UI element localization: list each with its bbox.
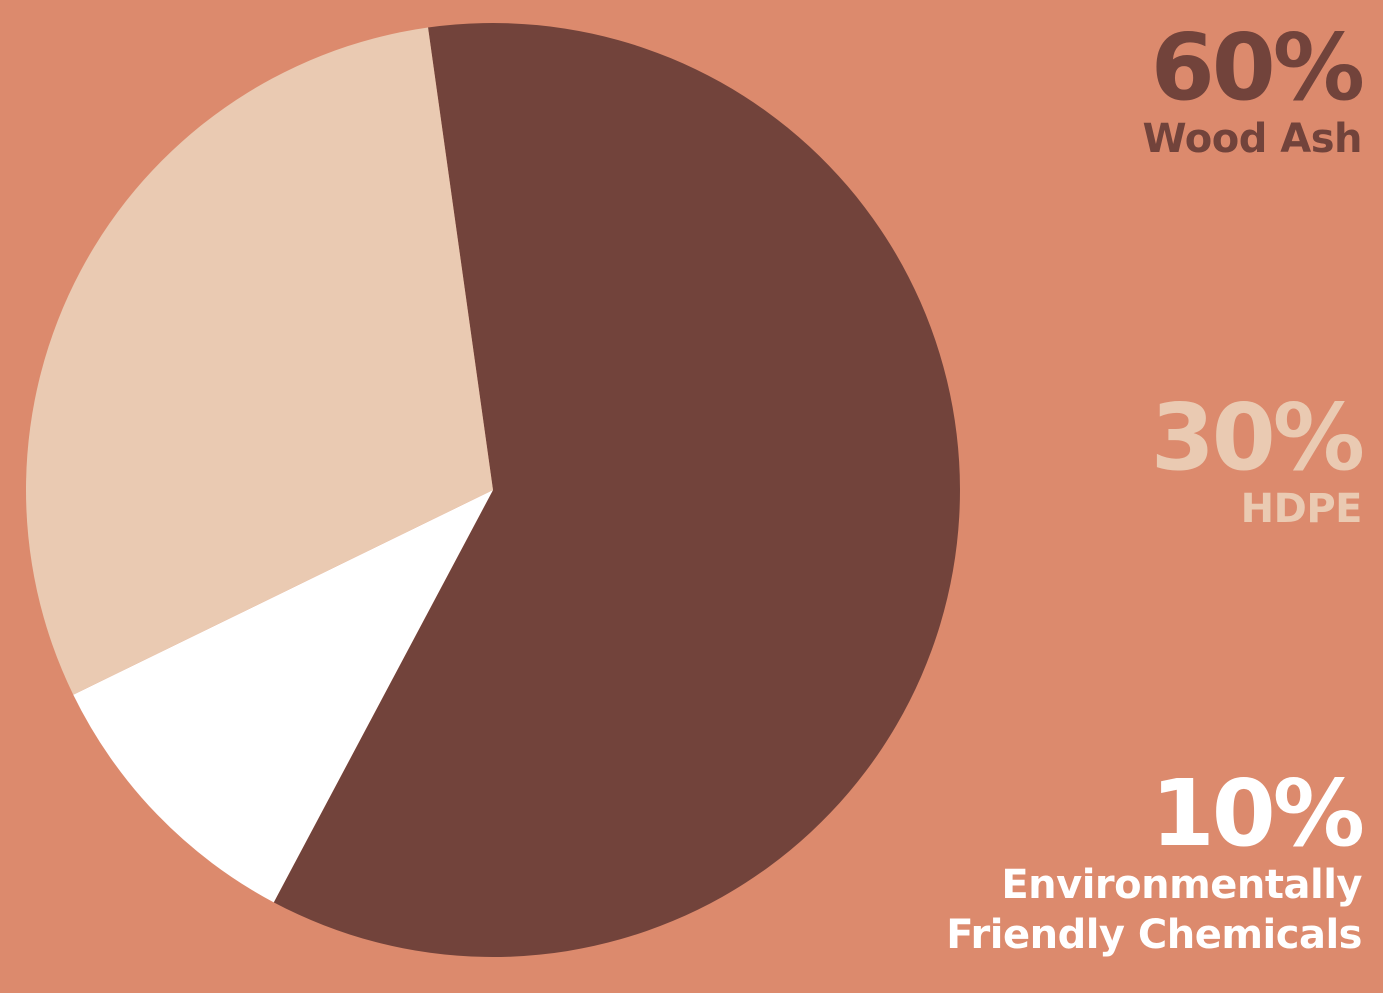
legend-chemicals-label-line-1: Environmentally bbox=[1001, 862, 1362, 908]
legend-hdpe: 30% HDPE bbox=[1150, 384, 1365, 534]
legend-hdpe-percent: 30% bbox=[1150, 384, 1365, 491]
pie-slices bbox=[25, 22, 960, 957]
legend-hdpe-label: HDPE bbox=[1240, 486, 1363, 532]
legend-chemicals-percent: 10% bbox=[1150, 760, 1365, 867]
legend-wood-ash-label: Wood Ash bbox=[1142, 116, 1363, 162]
legend-chemicals-label-line-2: Friendly Chemicals bbox=[946, 912, 1362, 958]
pie-slice-hdpe bbox=[25, 27, 493, 695]
pie-slice-environmentally-friendly-chemicals bbox=[73, 490, 493, 903]
legend-chemicals: 10% Environmentally Friendly Chemicals bbox=[946, 760, 1365, 960]
legend-wood-ash-percent: 60% bbox=[1150, 14, 1365, 121]
legend-wood-ash: 60% Wood Ash bbox=[1142, 14, 1365, 164]
pie-slice-wood-ash bbox=[273, 22, 960, 957]
